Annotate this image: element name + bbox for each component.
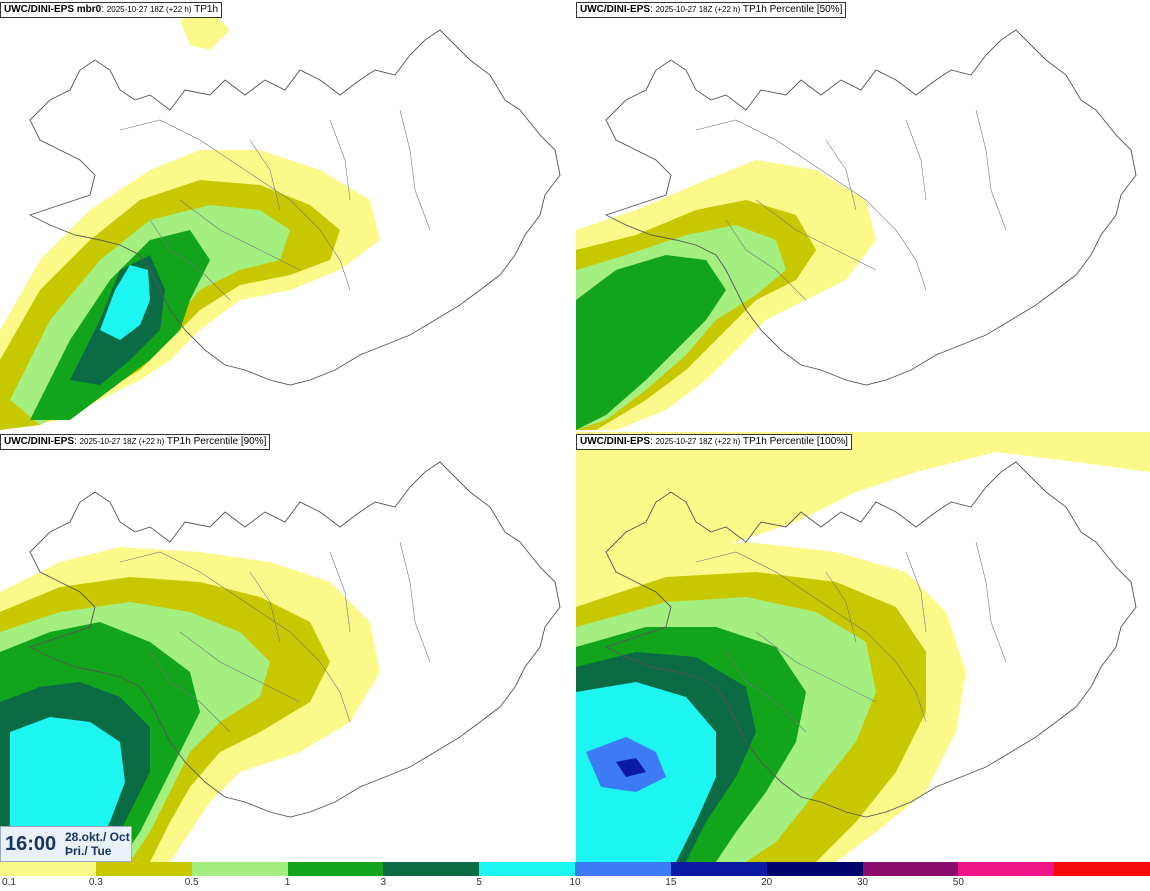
parameter-name: TP1h Percentile [100%] (742, 436, 848, 447)
color-legend: 0.1 0.3 0.5 1 3 5 10 15 20 30 50 (0, 862, 1150, 891)
valid-time: 16:00 (5, 833, 57, 855)
run-time: 2025-10-27 18Z (+22 h) (106, 5, 192, 14)
model-name: UWC/DINI-EPS mbr0 (4, 4, 102, 15)
legend-tick-label: 0.1 (2, 877, 16, 888)
panel-title: UWC/DINI-EPS mbr0: 2025-10-27 18Z (+22 h… (0, 2, 223, 18)
legend-swatch (670, 862, 768, 876)
panel-title: UWC/DINI-EPS: 2025-10-27 18Z (+22 h) TP1… (576, 2, 847, 18)
legend-swatch (862, 862, 959, 876)
model-name: UWC/DINI-EPS (580, 4, 650, 15)
legend-swatch (479, 862, 576, 876)
run-time: 2025-10-27 18Z (+22 h) (655, 437, 741, 446)
precip-map (0, 461, 561, 862)
legend-swatch (191, 862, 288, 876)
legend-tick-label: 0.3 (88, 877, 103, 888)
precip-map (576, 432, 1150, 862)
legend-tick-label: 10 (569, 877, 581, 888)
legend-swatch (0, 862, 97, 876)
run-time: 2025-10-27 18Z (+22 h) (655, 5, 741, 14)
legend-swatch (1054, 862, 1150, 876)
parameter-name: TP1h Percentile [50%] (742, 4, 843, 15)
model-name: UWC/DINI-EPS (4, 436, 74, 447)
precip-map (0, 10, 561, 430)
legend-tick-label: 50 (952, 877, 964, 888)
legend-tick-label: 0.5 (184, 877, 199, 888)
valid-date-line1: 28.okt./ Oct (65, 830, 130, 844)
model-name: UWC/DINI-EPS (580, 436, 650, 447)
legend-tick-label: 20 (761, 877, 773, 888)
legend-swatch (766, 862, 863, 876)
valid-time-box: 16:00 28.okt./ Oct Þri./ Tue (0, 826, 132, 862)
legend-tick-label: 1 (284, 877, 291, 888)
legend-tick-label: 5 (476, 877, 482, 888)
legend-tick-label: 3 (380, 877, 387, 888)
valid-date: 28.okt./ Oct Þri./ Tue (65, 830, 130, 858)
legend-swatch (287, 862, 384, 876)
panel-title: UWC/DINI-EPS: 2025-10-27 18Z (+22 h) TP1… (576, 434, 852, 450)
valid-date-line2: Þri./ Tue (65, 844, 112, 858)
legend-swatch (575, 862, 672, 876)
precip-map (576, 29, 1137, 430)
map-panel-p90: UWC/DINI-EPS: 2025-10-27 18Z (+22 h) TP1… (0, 432, 574, 862)
legend-swatch (958, 862, 1055, 876)
panel-title: UWC/DINI-EPS: 2025-10-27 18Z (+22 h) TP1… (0, 434, 271, 450)
legend-tick-label: 30 (856, 877, 869, 888)
map-panel-p100: UWC/DINI-EPS: 2025-10-27 18Z (+22 h) TP1… (576, 432, 1150, 862)
legend-tick-label: 15 (665, 877, 677, 888)
legend-swatch (383, 862, 480, 876)
parameter-name: TP1h (194, 4, 219, 15)
legend-swatch (95, 862, 193, 876)
parameter-name: TP1h Percentile [90%] (166, 436, 267, 447)
run-time: 2025-10-27 18Z (+22 h) (79, 437, 165, 446)
map-panel-mbr0: UWC/DINI-EPS mbr0: 2025-10-27 18Z (+22 h… (0, 0, 574, 430)
map-panel-p50: UWC/DINI-EPS: 2025-10-27 18Z (+22 h) TP1… (576, 0, 1150, 430)
